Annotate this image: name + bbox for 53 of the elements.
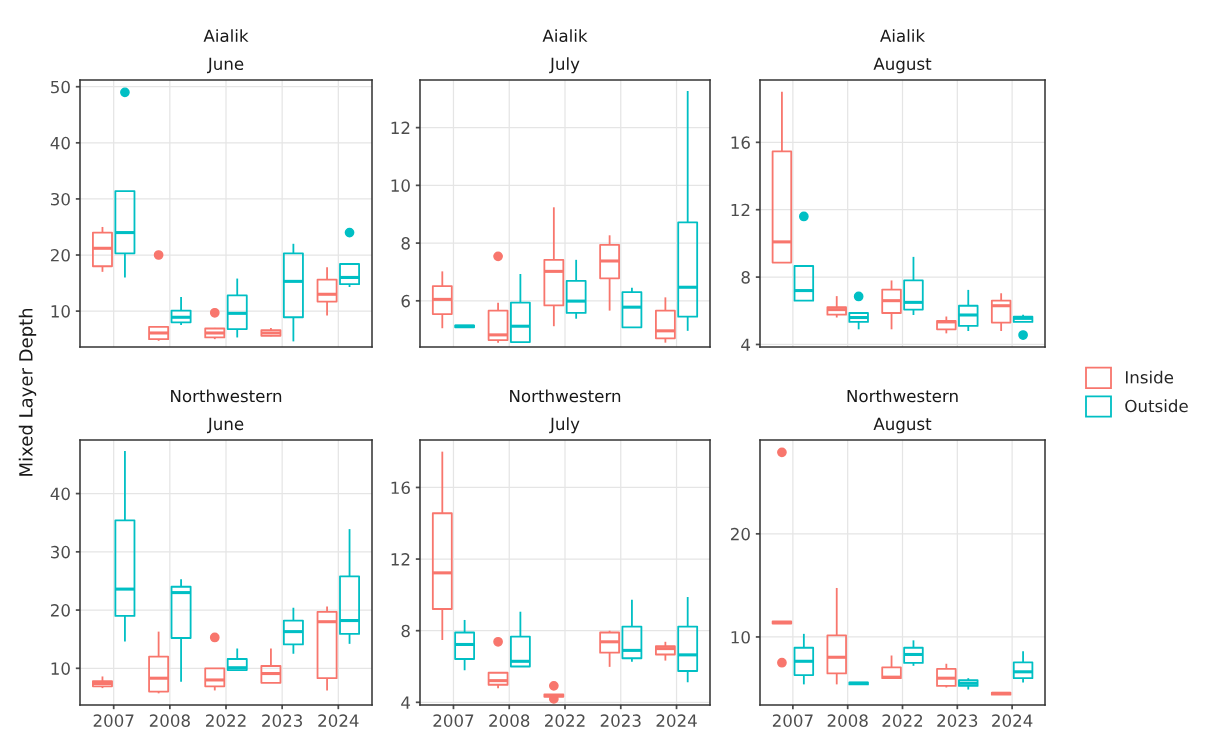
chart-title: Aialik <box>203 29 249 43</box>
y-tick-label: 8 <box>401 624 410 638</box>
y-axis-title: Mixed Layer Depth <box>18 308 37 476</box>
chart-title: Northwestern <box>171 389 282 403</box>
x-tick-label: 2008 <box>827 714 868 727</box>
y-tick-label: 12 <box>391 553 410 566</box>
chart-subtitle: August <box>873 417 932 434</box>
y-tick-label: 20 <box>730 527 750 541</box>
x-tick-label: 2023 <box>262 714 303 727</box>
x-tick-label: 2022 <box>545 714 585 727</box>
x-tick-label: 2008 <box>489 714 530 727</box>
x-tick-label: 2007 <box>433 714 474 727</box>
y-tick-label: 10 <box>51 305 70 318</box>
y-tick-label: 40 <box>50 487 70 501</box>
x-tick-label: 2007 <box>93 714 134 727</box>
y-tick-label: 4 <box>401 696 411 709</box>
x-tick-label: 2023 <box>937 714 978 727</box>
x-tick-label: 2022 <box>882 714 923 727</box>
y-tick-label: 12 <box>391 121 410 134</box>
y-tick-label: 40 <box>50 136 70 150</box>
chart-title: Northwestern <box>510 389 621 403</box>
chart-subtitle: July <box>549 57 580 74</box>
legend-label: Outside <box>1125 399 1188 413</box>
x-tick-label: 2024 <box>318 714 359 727</box>
y-tick-label: 10 <box>391 179 410 192</box>
y-tick-label: 20 <box>50 604 70 617</box>
chart-subtitle: June <box>206 417 244 434</box>
chart-subtitle: June <box>206 57 244 74</box>
chart-title: Northwestern <box>847 389 958 403</box>
x-tick-label: 2024 <box>992 714 1033 727</box>
x-tick-label: 2023 <box>600 714 641 727</box>
y-tick-label: 6 <box>401 294 410 308</box>
y-tick-label: 50 <box>51 80 70 94</box>
y-tick-label: 4 <box>741 338 751 351</box>
y-tick-label: 8 <box>741 271 750 284</box>
y-tick-label: 30 <box>51 192 70 206</box>
legend-label: Inside <box>1125 370 1174 384</box>
chart-subtitle: July <box>549 417 580 434</box>
chart-title: Aialik <box>542 29 588 43</box>
x-tick-label: 2024 <box>656 714 697 727</box>
y-tick-label: 10 <box>51 662 70 675</box>
x-tick-label: 2022 <box>206 714 246 727</box>
y-tick-label: 16 <box>391 481 410 495</box>
y-tick-label: 12 <box>731 203 750 217</box>
x-tick-label: 2008 <box>149 714 190 727</box>
y-tick-label: 30 <box>51 545 70 559</box>
chart-title: Aialik <box>880 29 926 43</box>
chart-subtitle: August <box>873 57 932 74</box>
y-tick-label: 10 <box>731 630 750 644</box>
y-tick-label: 20 <box>50 248 70 262</box>
y-tick-label: 16 <box>731 136 750 149</box>
y-tick-label: 8 <box>401 237 410 250</box>
x-tick-label: 2007 <box>772 714 813 727</box>
